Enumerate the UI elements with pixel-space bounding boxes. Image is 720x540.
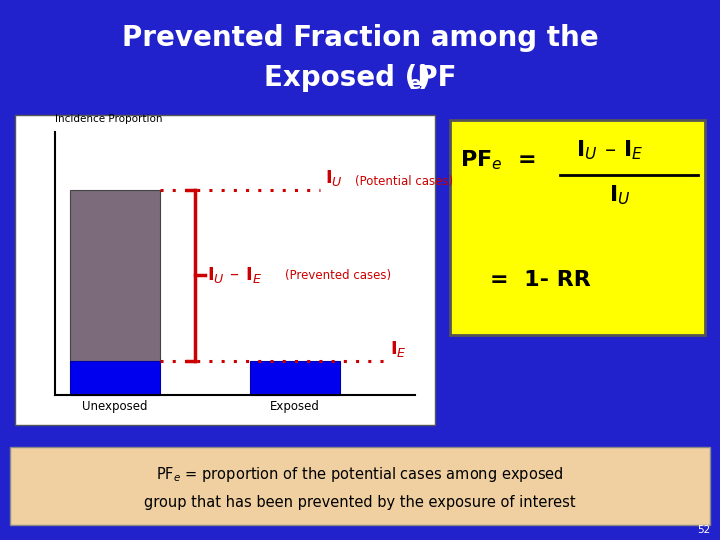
Text: I$_U$: I$_U$ (609, 183, 631, 207)
Text: 52: 52 (697, 525, 710, 535)
Text: Incidence Proportion: Incidence Proportion (55, 114, 163, 124)
Bar (15, 115, 435, 425)
Text: PF$_e$ = proportion of the potential cases among exposed: PF$_e$ = proportion of the potential cas… (156, 465, 564, 484)
Text: Exposed: Exposed (270, 400, 320, 413)
Text: I$_U$ – I$_E$: I$_U$ – I$_E$ (576, 138, 644, 162)
Text: (Prevented cases): (Prevented cases) (285, 269, 391, 282)
Bar (450, 120, 705, 335)
Text: Exposed (PF: Exposed (PF (264, 64, 456, 92)
Text: ): ) (418, 64, 431, 92)
Text: Prevented Fraction among the: Prevented Fraction among the (122, 24, 598, 52)
Text: PF$_e$  =: PF$_e$ = (460, 148, 536, 172)
Text: Unexposed: Unexposed (82, 400, 148, 413)
Text: =  1- RR: = 1- RR (490, 270, 590, 290)
Bar (250, 361, 340, 395)
Text: e: e (408, 75, 420, 93)
Bar (10, 447, 710, 525)
Text: group that has been prevented by the exposure of interest: group that has been prevented by the exp… (144, 496, 576, 510)
Text: I$_U$: I$_U$ (325, 168, 343, 188)
Text: I$_U$ – I$_E$: I$_U$ – I$_E$ (207, 265, 262, 285)
Text: I$_E$: I$_E$ (390, 339, 407, 359)
Text: (Potential cases): (Potential cases) (355, 175, 453, 188)
Bar (70, 190, 160, 361)
Bar (70, 361, 160, 395)
